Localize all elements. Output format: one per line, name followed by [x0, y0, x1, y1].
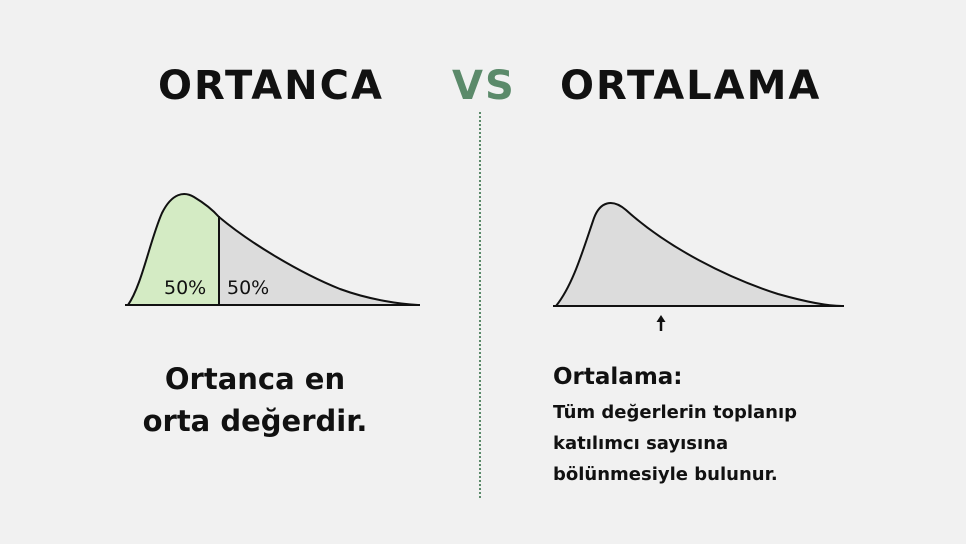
median-left-percent: 50%	[164, 277, 206, 299]
median-description-line-1: Ortanca en	[164, 362, 346, 396]
arrow-up-icon	[656, 315, 666, 331]
mean-description-line-3: bölünmesiyle bulunur.	[553, 464, 778, 485]
mean-distribution-diagram	[553, 202, 844, 331]
median-description-line-2: orta değerdir.	[142, 404, 368, 438]
center-divider	[479, 112, 481, 498]
vs-label: VS	[452, 63, 516, 109]
mean-description-heading: Ortalama:	[553, 364, 683, 390]
median-title: ORTANCA	[158, 63, 384, 109]
mean-description-line-2: katılımcı sayısına	[553, 433, 729, 454]
median-description: Ortanca en orta değerdir.	[140, 358, 370, 442]
mean-distribution-area	[553, 202, 843, 307]
median-right-half-area	[219, 217, 418, 305]
mean-description: Tüm değerlerin toplanıp katılımcı sayısı…	[553, 397, 873, 490]
mean-description-line-1: Tüm değerlerin toplanıp	[553, 402, 798, 423]
median-right-percent: 50%	[227, 277, 269, 299]
median-curve-outline	[127, 193, 419, 306]
median-distribution-diagram: 50% 50%	[125, 193, 420, 306]
median-left-half-area	[128, 194, 219, 305]
mean-title: ORTALAMA	[560, 63, 822, 109]
